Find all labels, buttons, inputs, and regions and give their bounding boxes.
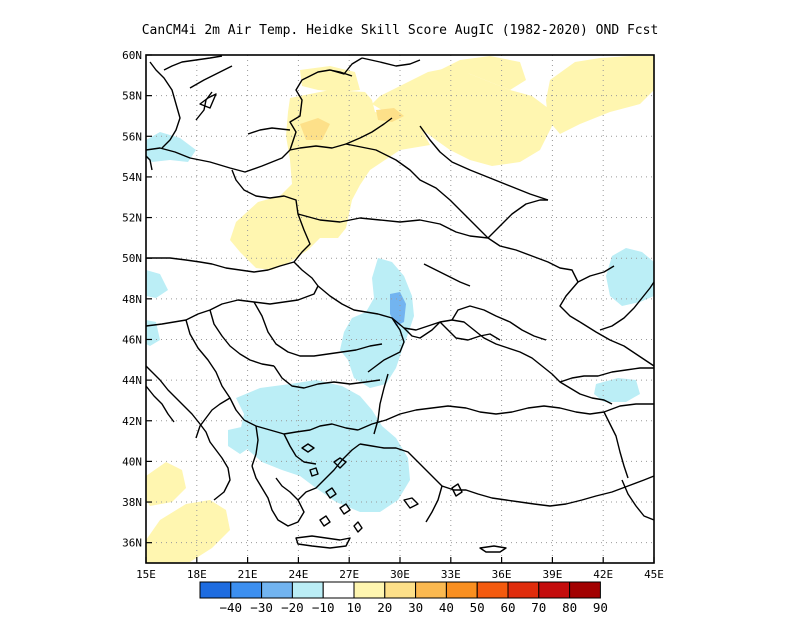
negative-skill-region-moldova-romania — [340, 258, 414, 388]
y-tick-label: 42N — [122, 415, 142, 428]
x-tick-label: 36E — [492, 568, 512, 581]
colorbar-swatch — [507, 581, 540, 599]
y-tick-label: 56N — [122, 130, 142, 143]
x-tick-label: 45E — [644, 568, 664, 581]
x-tick-label: 39E — [542, 568, 562, 581]
colorbar-label: 20 — [377, 600, 392, 615]
y-tick-label: 38N — [122, 496, 142, 509]
colorbar-swatch — [353, 581, 386, 599]
negative-skill-region-baltic-coast — [146, 132, 196, 162]
y-axis: 60N 58N 56N 54N 52N 50N 48N 46N 44N 42N 40N 38N 36N — [122, 49, 152, 550]
y-tick-label: 46N — [122, 333, 142, 346]
x-tick-label: 18E — [187, 568, 207, 581]
colorbar-label: 10 — [346, 600, 361, 615]
colorbar-swatch — [538, 581, 571, 599]
map-title: CanCM4i 2m Air Temp. Heidke Skill Score … — [142, 23, 659, 38]
x-axis: 15E 18E 21E 24E 27E 30E 33E 36E 39E 42E 45E — [136, 557, 664, 581]
colorbar-swatch — [291, 581, 324, 599]
y-tick-label: 60N — [122, 49, 142, 62]
coastlines-and-borders — [146, 55, 654, 553]
y-tick-label: 52N — [122, 212, 142, 225]
colorbar-label: 60 — [500, 600, 515, 615]
y-tick-label: 48N — [122, 293, 142, 306]
negative-skill-region-germany-west — [146, 270, 168, 298]
colorbar-swatch — [445, 581, 478, 599]
x-tick-label: 30E — [390, 568, 410, 581]
colorbar-label: 90 — [593, 600, 608, 615]
negative-skill-20-30-moldova — [390, 292, 406, 326]
colorbar-label: −30 — [250, 600, 273, 615]
skill-shading — [146, 56, 654, 563]
colorbar-label: −20 — [281, 600, 304, 615]
colorbar-label: 50 — [470, 600, 485, 615]
x-tick-label: 15E — [136, 568, 156, 581]
x-tick-label: 33E — [441, 568, 461, 581]
x-tick-label: 21E — [238, 568, 258, 581]
colorbar-label: −10 — [312, 600, 335, 615]
x-tick-label: 24E — [288, 568, 308, 581]
colorbar-swatch — [261, 581, 293, 599]
negative-skill-region-caucasus — [606, 248, 654, 306]
colorbar-label: 30 — [408, 600, 423, 615]
negative-skill-region-turkey-east — [594, 378, 640, 402]
colorbar-swatch — [230, 581, 263, 599]
positive-skill-region-southwest — [146, 462, 186, 506]
colorbar-swatch — [415, 581, 447, 599]
negative-skill-region-balkans — [236, 380, 410, 512]
colorbar-swatch — [199, 581, 232, 599]
y-tick-label: 36N — [122, 537, 142, 550]
y-tick-label: 40N — [122, 455, 142, 468]
positive-skill-20-30-russia — [376, 108, 404, 122]
colorbar-swatch — [384, 581, 417, 599]
y-tick-label: 58N — [122, 90, 142, 103]
colorbar-swatch — [569, 581, 601, 599]
colorbar-label: −40 — [220, 600, 243, 615]
negative-skill-region-west-balkans — [228, 426, 252, 454]
x-tick-label: 42E — [593, 568, 613, 581]
y-tick-label: 54N — [122, 171, 142, 184]
positive-skill-20-30-latvia — [300, 118, 330, 140]
colorbar-label: 80 — [562, 600, 577, 615]
colorbar-swatch — [476, 581, 509, 599]
x-tick-label: 27E — [339, 568, 359, 581]
colorbar-label: 40 — [439, 600, 454, 615]
positive-skill-region-baltic — [230, 90, 430, 270]
positive-skill-region-northeast — [546, 56, 654, 134]
y-tick-label: 44N — [122, 374, 142, 387]
colorbar-label: 70 — [531, 600, 546, 615]
positive-skill-region-russia-west — [372, 68, 552, 166]
positive-skill-region-south — [146, 500, 230, 563]
colorbar: −40 −30 −20 −10 10 20 30 40 50 60 70 80 90 — [199, 581, 608, 615]
y-tick-label: 50N — [122, 252, 142, 265]
colorbar-swatch — [322, 581, 355, 599]
positive-skill-region-russia-north — [440, 56, 526, 90]
